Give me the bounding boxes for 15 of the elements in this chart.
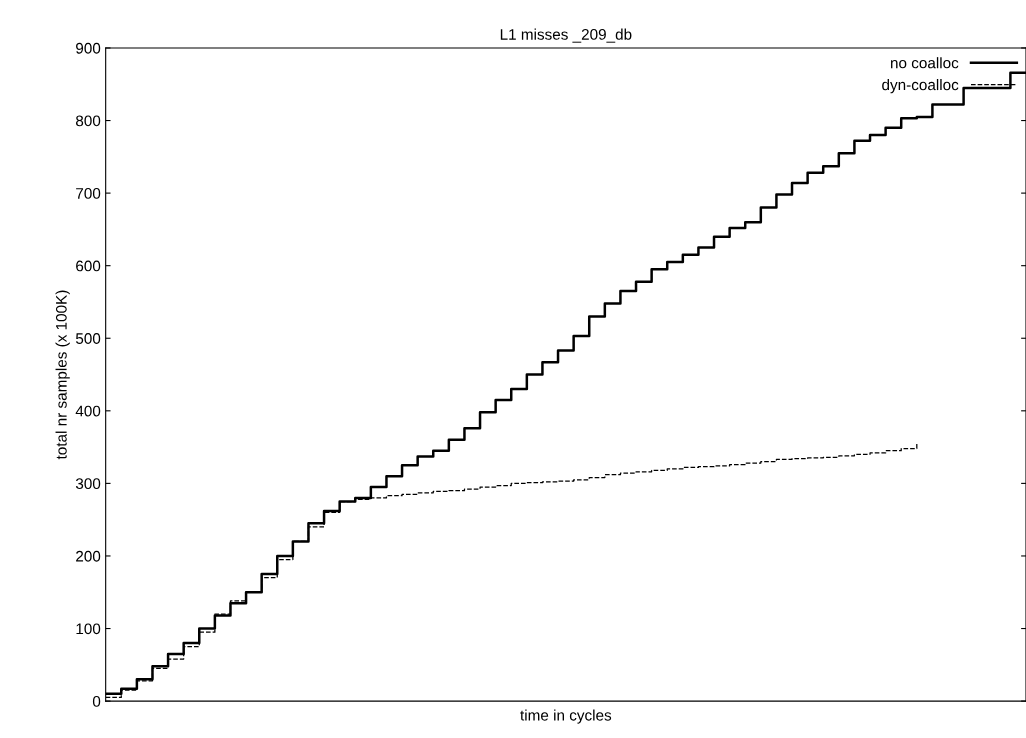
x-axis-title: time in cycles — [520, 709, 612, 724]
y-tick-label: 500 — [75, 333, 101, 344]
chart-title: L1 misses _209_db — [500, 28, 632, 43]
y-tick-label: 100 — [76, 623, 101, 635]
y-tick-label: 800 — [75, 115, 101, 127]
y-tick-label: 300 — [75, 478, 101, 490]
y-tick-label: 0 — [92, 695, 101, 707]
y-tick-label: 200 — [76, 550, 101, 562]
y-tick-label: 600 — [76, 260, 101, 272]
y-tick-label: 400 — [75, 405, 101, 417]
y-tick-label: 900 — [76, 42, 101, 54]
legend-label: no coalloc — [891, 57, 959, 69]
y-tick-label: 700 — [76, 187, 101, 199]
y-axis-title: total nr samples (x 100K) — [55, 290, 70, 460]
legend-label: dyn-coalloc — [882, 79, 959, 94]
